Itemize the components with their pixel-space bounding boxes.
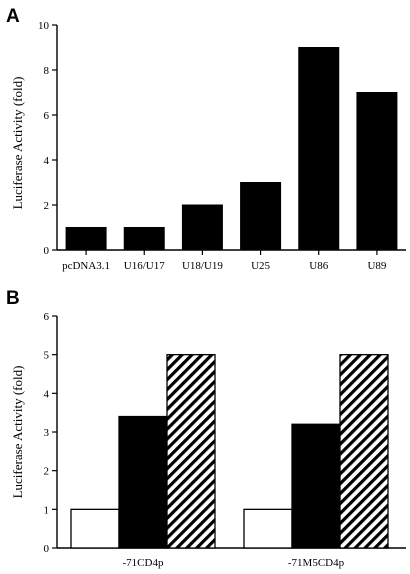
panel-a-x-tick-label: U89 [367,260,386,272]
panel-b-bar [291,423,341,549]
panel-a-y-tick-label: 10 [38,20,50,32]
panel-b-bar [166,354,216,549]
panel-b-y-axis-label: Luciferase Activity (fold) [10,366,25,499]
panel-b-bar [339,354,389,549]
panel-a-y-tick-label: 2 [44,200,50,212]
panel-a-bar [181,204,223,251]
panel-a-y-tick-label: 0 [44,245,50,257]
panel-a-bars [65,47,398,251]
panel-a-chart: A Luciferase Activity (fold) 0 2 4 6 8 10 pcDN… [6,6,406,272]
panel-b-x-tick-label: -71CD4p [123,557,164,569]
panel-a-x-tick-label: U18/U19 [182,260,223,272]
panel-a-bar [123,227,165,251]
panel-a-x-tick-label: U16/U17 [124,260,165,272]
panel-b-y-tick-label: 4 [44,388,50,400]
panel-a-y-tick-label: 4 [44,155,50,167]
panel-b-y-tick-label: 0 [44,543,50,555]
panel-a-bar [356,92,398,251]
panel-a-y-tick-label: 8 [44,65,50,77]
panel-a-y-tick-label: 6 [44,110,50,122]
panel-a-x-tick-label: U86 [309,260,328,272]
panel-b-y-tick-label: 2 [44,466,50,478]
panel-a-bar [240,182,282,251]
panel-b-letter: B [6,288,20,309]
panel-b-y-tick-label: 1 [44,504,50,516]
panel-b-bar [118,415,168,549]
panel-b-x-tick-label: -71M5CD4p [288,557,345,569]
panel-b-y-tick-label: 5 [44,350,50,362]
panel-a-x-tick-label: U25 [251,260,270,272]
panel-a-bar [65,227,107,251]
panel-a-letter: A [6,6,20,27]
panel-b-bar [70,508,120,549]
panel-b-bars [70,354,389,549]
panel-b-y-tick-label: 3 [44,427,50,439]
panel-a-bar [298,47,340,251]
panel-b-bar [243,508,293,549]
panel-b-chart: B Luciferase Activity (fold) 0 1 2 3 4 5 6 -71C… [6,288,406,569]
panel-a-axes: 0 2 4 6 8 10 pcDNA3.1 U16/U17 U18/U19 U25 U86 U89 [38,20,406,272]
panel-a-y-axis-label: Luciferase Activity (fold) [10,77,25,210]
panel-a-x-tick-label: pcDNA3.1 [62,260,110,272]
panel-b-y-tick-label: 6 [44,311,50,323]
